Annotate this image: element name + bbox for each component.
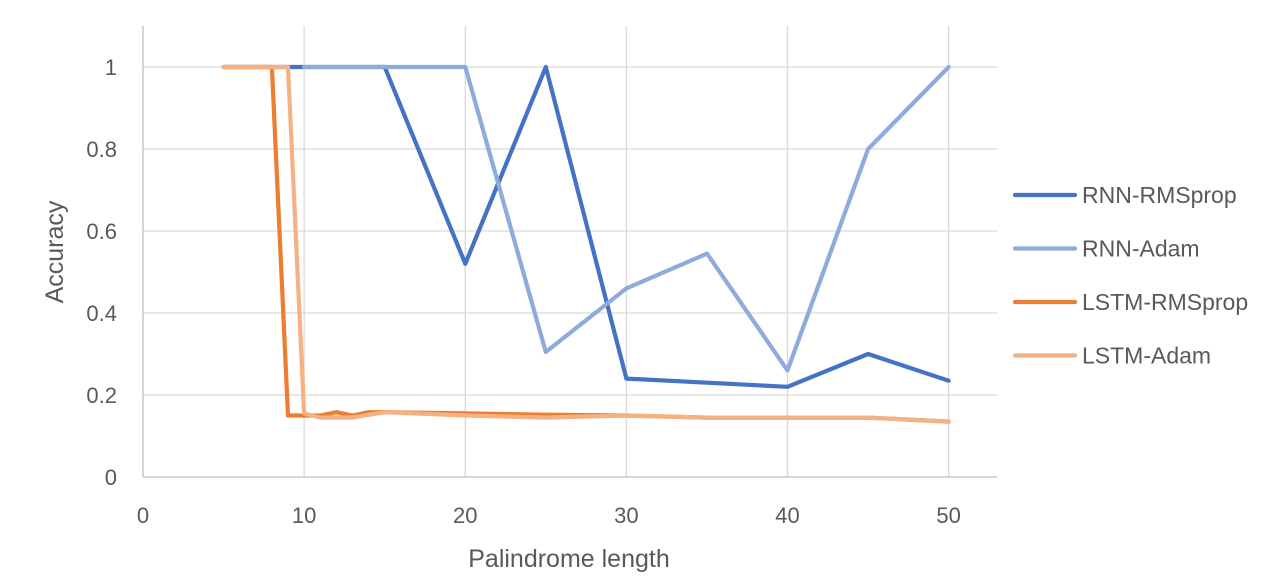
legend-label: RNN-Adam [1082, 236, 1200, 262]
axes [142, 26, 997, 478]
y-tick-label-2: 0.4 [86, 301, 117, 326]
x-tick-label-3: 30 [614, 503, 638, 528]
y-tick-label-1: 0.2 [86, 383, 117, 408]
legend-label: RNN-RMSprop [1082, 182, 1237, 208]
y-tick-label-5: 1 [105, 55, 117, 80]
series-line-lstm-adam [221, 64, 951, 424]
legend-item-rnn-rmsprop: RNN-RMSprop [1012, 182, 1237, 208]
legend-item-lstm-rmsprop: LSTM-RMSprop [1012, 289, 1248, 315]
tick-labels: 00.20.40.60.810 10 20 30 40 50 [86, 55, 960, 528]
x-tick-label-2: 20 [453, 503, 477, 528]
y-axis-title: Accuracy [41, 200, 69, 303]
series-line-lstm-rmsprop [221, 64, 951, 424]
x-tick-label-0: 0 [137, 503, 149, 528]
series-lines [221, 64, 951, 424]
legend-item-lstm-adam: LSTM-Adam [1012, 343, 1211, 369]
legend: RNN-RMSprop RNN-Adam LSTM-RMSprop LSTM-Adam [1012, 182, 1248, 369]
legend-item-rnn-adam: RNN-Adam [1012, 236, 1200, 262]
x-tick-label-4: 40 [775, 503, 799, 528]
y-tick-label-4: 0.8 [86, 137, 117, 162]
y-tick-label-0: 0 [105, 465, 117, 490]
x-tick-label-1: 10 [292, 503, 316, 528]
series-line-rnn-adam [302, 64, 951, 373]
legend-label: LSTM-Adam [1082, 343, 1211, 369]
x-axis-title: Palindrome length [468, 545, 670, 573]
legend-label: LSTM-RMSprop [1082, 289, 1248, 315]
x-tick-label-5: 50 [936, 503, 960, 528]
y-tick-label-3: 0.6 [86, 219, 117, 244]
